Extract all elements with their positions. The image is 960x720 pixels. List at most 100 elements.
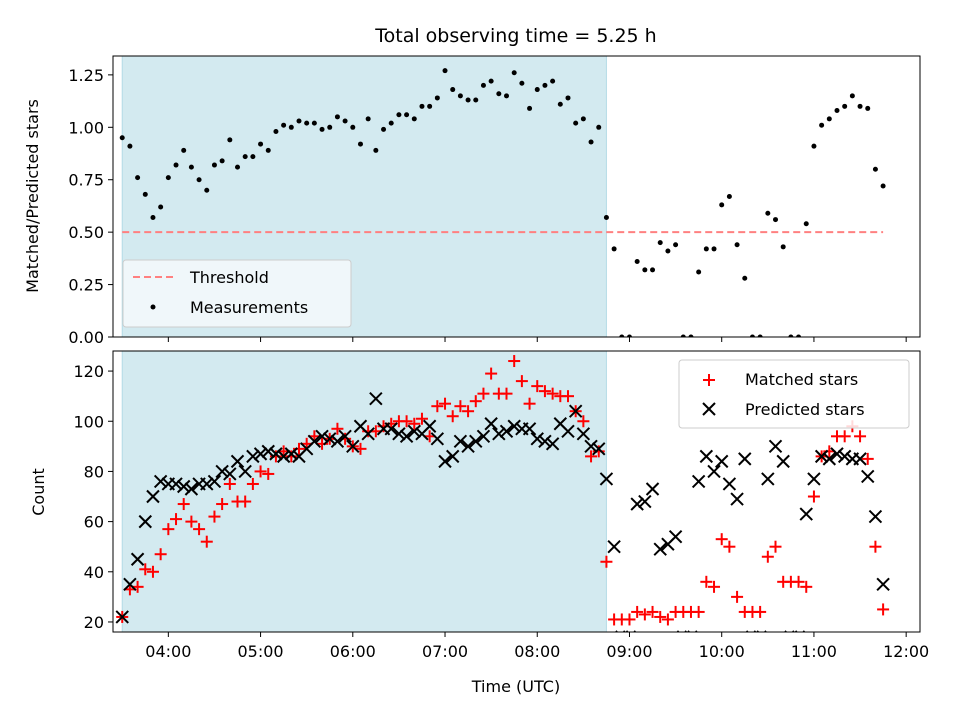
measurement-point (534, 87, 540, 93)
measurement-point (227, 137, 233, 143)
x-tick-label: 11:00 (791, 642, 837, 661)
matched-star-point (700, 575, 713, 588)
predicted-star-point (492, 427, 506, 441)
predicted-star-point (730, 492, 744, 506)
bottom-legend-box (678, 359, 910, 429)
measurement-point (611, 246, 617, 252)
matched-star-point (177, 498, 190, 511)
measurement-point (657, 240, 663, 246)
measurement-point (196, 177, 202, 183)
matched-star-point (661, 613, 674, 626)
x-tick-label: 07:00 (422, 642, 468, 661)
predicted-star-point (223, 467, 237, 481)
measurement-point (404, 112, 410, 118)
measurement-point (327, 124, 333, 130)
y-tick-label: 0.50 (68, 223, 104, 242)
matched-star-point (223, 477, 236, 490)
predicted-star-point (407, 424, 421, 438)
measurement-point (719, 202, 725, 208)
x-tick-label: 09:00 (606, 642, 652, 661)
matched-star-point (769, 540, 782, 553)
measurement-point (235, 164, 241, 170)
measurement-point (511, 70, 517, 76)
predicted-star-point (461, 439, 475, 454)
matched-star-point (523, 397, 536, 410)
predicted-star-point (484, 417, 498, 431)
predicted-star-point (330, 434, 345, 449)
x-tick-label: 05:00 (238, 642, 284, 661)
measurement-point (703, 246, 709, 252)
predicted-star-point (592, 442, 606, 456)
matched-star-point (508, 355, 521, 368)
predicted-star-point (338, 429, 352, 444)
y-tick-label: 0.00 (68, 328, 104, 347)
x-tick-label: 12:00 (883, 642, 929, 661)
legend-matched-label: Matched stars (745, 370, 858, 389)
matched-star-point (838, 430, 851, 443)
x-tick-label: 10:00 (699, 642, 745, 661)
predicted-star-point (507, 419, 521, 433)
y-tick-label: 60 (84, 513, 104, 532)
predicted-star-point (169, 477, 183, 491)
matched-star-point (285, 450, 298, 463)
measurement-point (688, 334, 694, 337)
predicted-star-point (837, 449, 852, 464)
bottom-shaded-span (121, 350, 607, 633)
y-tick-label: 1.25 (68, 66, 104, 85)
measurement-point (419, 103, 425, 109)
top-legend-box (122, 259, 352, 328)
measurement-point (619, 334, 625, 337)
bottom-y-axis-label: Count (29, 468, 48, 516)
bottom-axes-frame (112, 350, 921, 633)
predicted-star-point (115, 610, 129, 624)
predicted-star-point (369, 391, 383, 406)
y-tick-label: 80 (84, 462, 104, 481)
measurement-point (396, 112, 402, 118)
matched-star-point (861, 452, 874, 465)
bottom-legend: Matched stars Predicted stars (678, 359, 910, 429)
measurement-point (757, 334, 763, 337)
matched-star-point (331, 422, 344, 435)
matched-star-point (761, 550, 774, 563)
y-tick-label: 0.25 (68, 276, 104, 295)
measurement-point (834, 108, 840, 114)
measurement-point (634, 259, 640, 265)
measurement-point (842, 103, 848, 109)
matched-star-point (216, 498, 229, 511)
predicted-star-point (538, 434, 552, 449)
predicted-star-point (530, 432, 544, 446)
y-tick-label: 1.00 (68, 118, 104, 137)
predicted-star-point (568, 404, 583, 418)
matched-star-point (500, 387, 513, 400)
predicted-star-point (868, 509, 883, 524)
legend-predicted-label: Predicted stars (745, 400, 865, 419)
matched-star-point (585, 450, 598, 463)
predicted-star-point (861, 469, 875, 484)
chart-title: Total observing time = 5.25 h (374, 25, 656, 47)
matched-star-point (439, 397, 452, 410)
measurement-point (427, 103, 433, 109)
measurement-point (696, 269, 702, 275)
predicted-star-point (599, 472, 614, 486)
matched-star-point (577, 415, 590, 428)
measurement-point (596, 124, 602, 130)
measurement-point (480, 82, 486, 88)
predicted-star-point (522, 422, 537, 436)
measurement-point (780, 244, 786, 250)
matched-star-point (239, 495, 252, 508)
predicted-star-point (438, 454, 452, 469)
measurement-point (711, 246, 717, 252)
predicted-star-point (230, 454, 245, 469)
predicted-star-point (645, 482, 660, 496)
measurement-point (726, 194, 732, 199)
legend-threshold-label: Threshold (189, 268, 269, 287)
matched-star-point (200, 535, 213, 548)
predicted-star-point (699, 449, 714, 464)
matched-star-point (807, 490, 820, 503)
predicted-star-point (499, 424, 514, 438)
predicted-star-point (745, 630, 760, 632)
measurement-point (773, 217, 779, 223)
predicted-star-point (822, 452, 837, 466)
measurement-point (811, 143, 817, 149)
